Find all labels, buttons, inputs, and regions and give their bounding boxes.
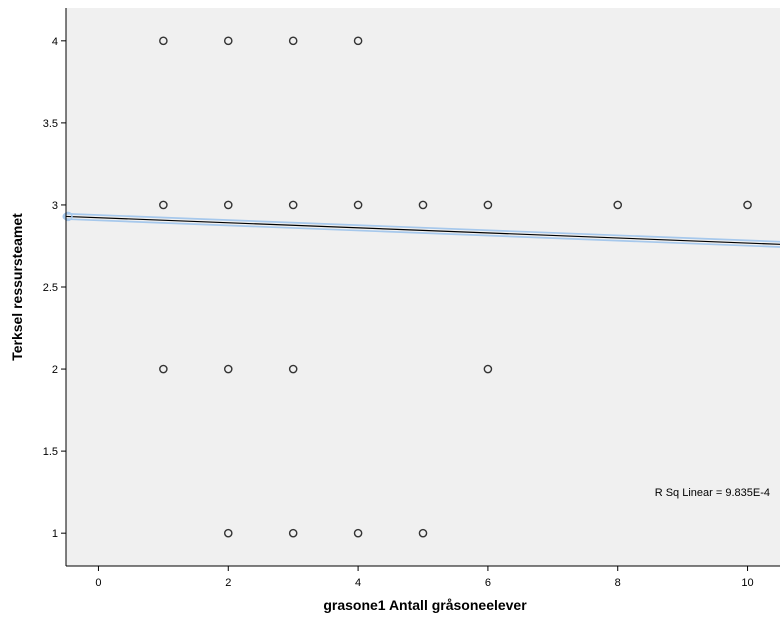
- data-point: [353, 36, 363, 46]
- data-point: [223, 36, 233, 46]
- data-point: [418, 200, 428, 210]
- data-point: [353, 200, 363, 210]
- data-point: [223, 364, 233, 374]
- x-tick-label: 2: [225, 577, 231, 589]
- data-point: [418, 528, 428, 538]
- data-point: [159, 200, 168, 210]
- x-tick-label: 8: [615, 577, 621, 589]
- data-point: [159, 364, 168, 374]
- data-point: [288, 36, 298, 46]
- x-axis-title: grasone1 Antall gråsoneelever: [323, 597, 527, 613]
- x-ticks: 0 2 4 6 8 10: [95, 566, 754, 589]
- fit-line: [65, 215, 780, 245]
- y-tick-label: 3: [52, 200, 58, 212]
- y-ticks: 1 1.5 2 2.5 3 3.5 4: [43, 36, 66, 540]
- data-point: [288, 364, 298, 374]
- plot-area: [66, 8, 780, 566]
- y-tick-label: 1: [52, 528, 58, 540]
- points-group: [159, 36, 752, 538]
- x-tick-label: 10: [741, 577, 753, 589]
- y-tick-label: 3.5: [43, 118, 58, 130]
- x-tick-label: 0: [95, 577, 101, 589]
- data-point: [613, 200, 623, 210]
- fit-line-group: [62, 211, 780, 248]
- y-tick-label: 2: [52, 364, 58, 376]
- fit-line-end-marker: [63, 211, 73, 222]
- data-point: [223, 528, 233, 538]
- data-point: [353, 528, 363, 538]
- data-point: [159, 36, 168, 46]
- x-tick-label: 4: [355, 577, 361, 589]
- x-tick-label: 6: [485, 577, 491, 589]
- data-point: [288, 200, 298, 210]
- r-squared-annotation: R Sq Linear = 9.835E-4: [655, 487, 770, 499]
- y-tick-label: 4: [52, 36, 58, 48]
- y-tick-label: 2.5: [43, 282, 58, 294]
- data-point: [483, 200, 493, 210]
- y-tick-label: 1.5: [43, 446, 58, 458]
- data-point: [223, 200, 233, 210]
- data-point: [288, 528, 298, 538]
- data-point: [743, 200, 752, 210]
- y-axis-title: Terksel ressursteamet: [9, 213, 25, 361]
- data-point: [483, 364, 493, 374]
